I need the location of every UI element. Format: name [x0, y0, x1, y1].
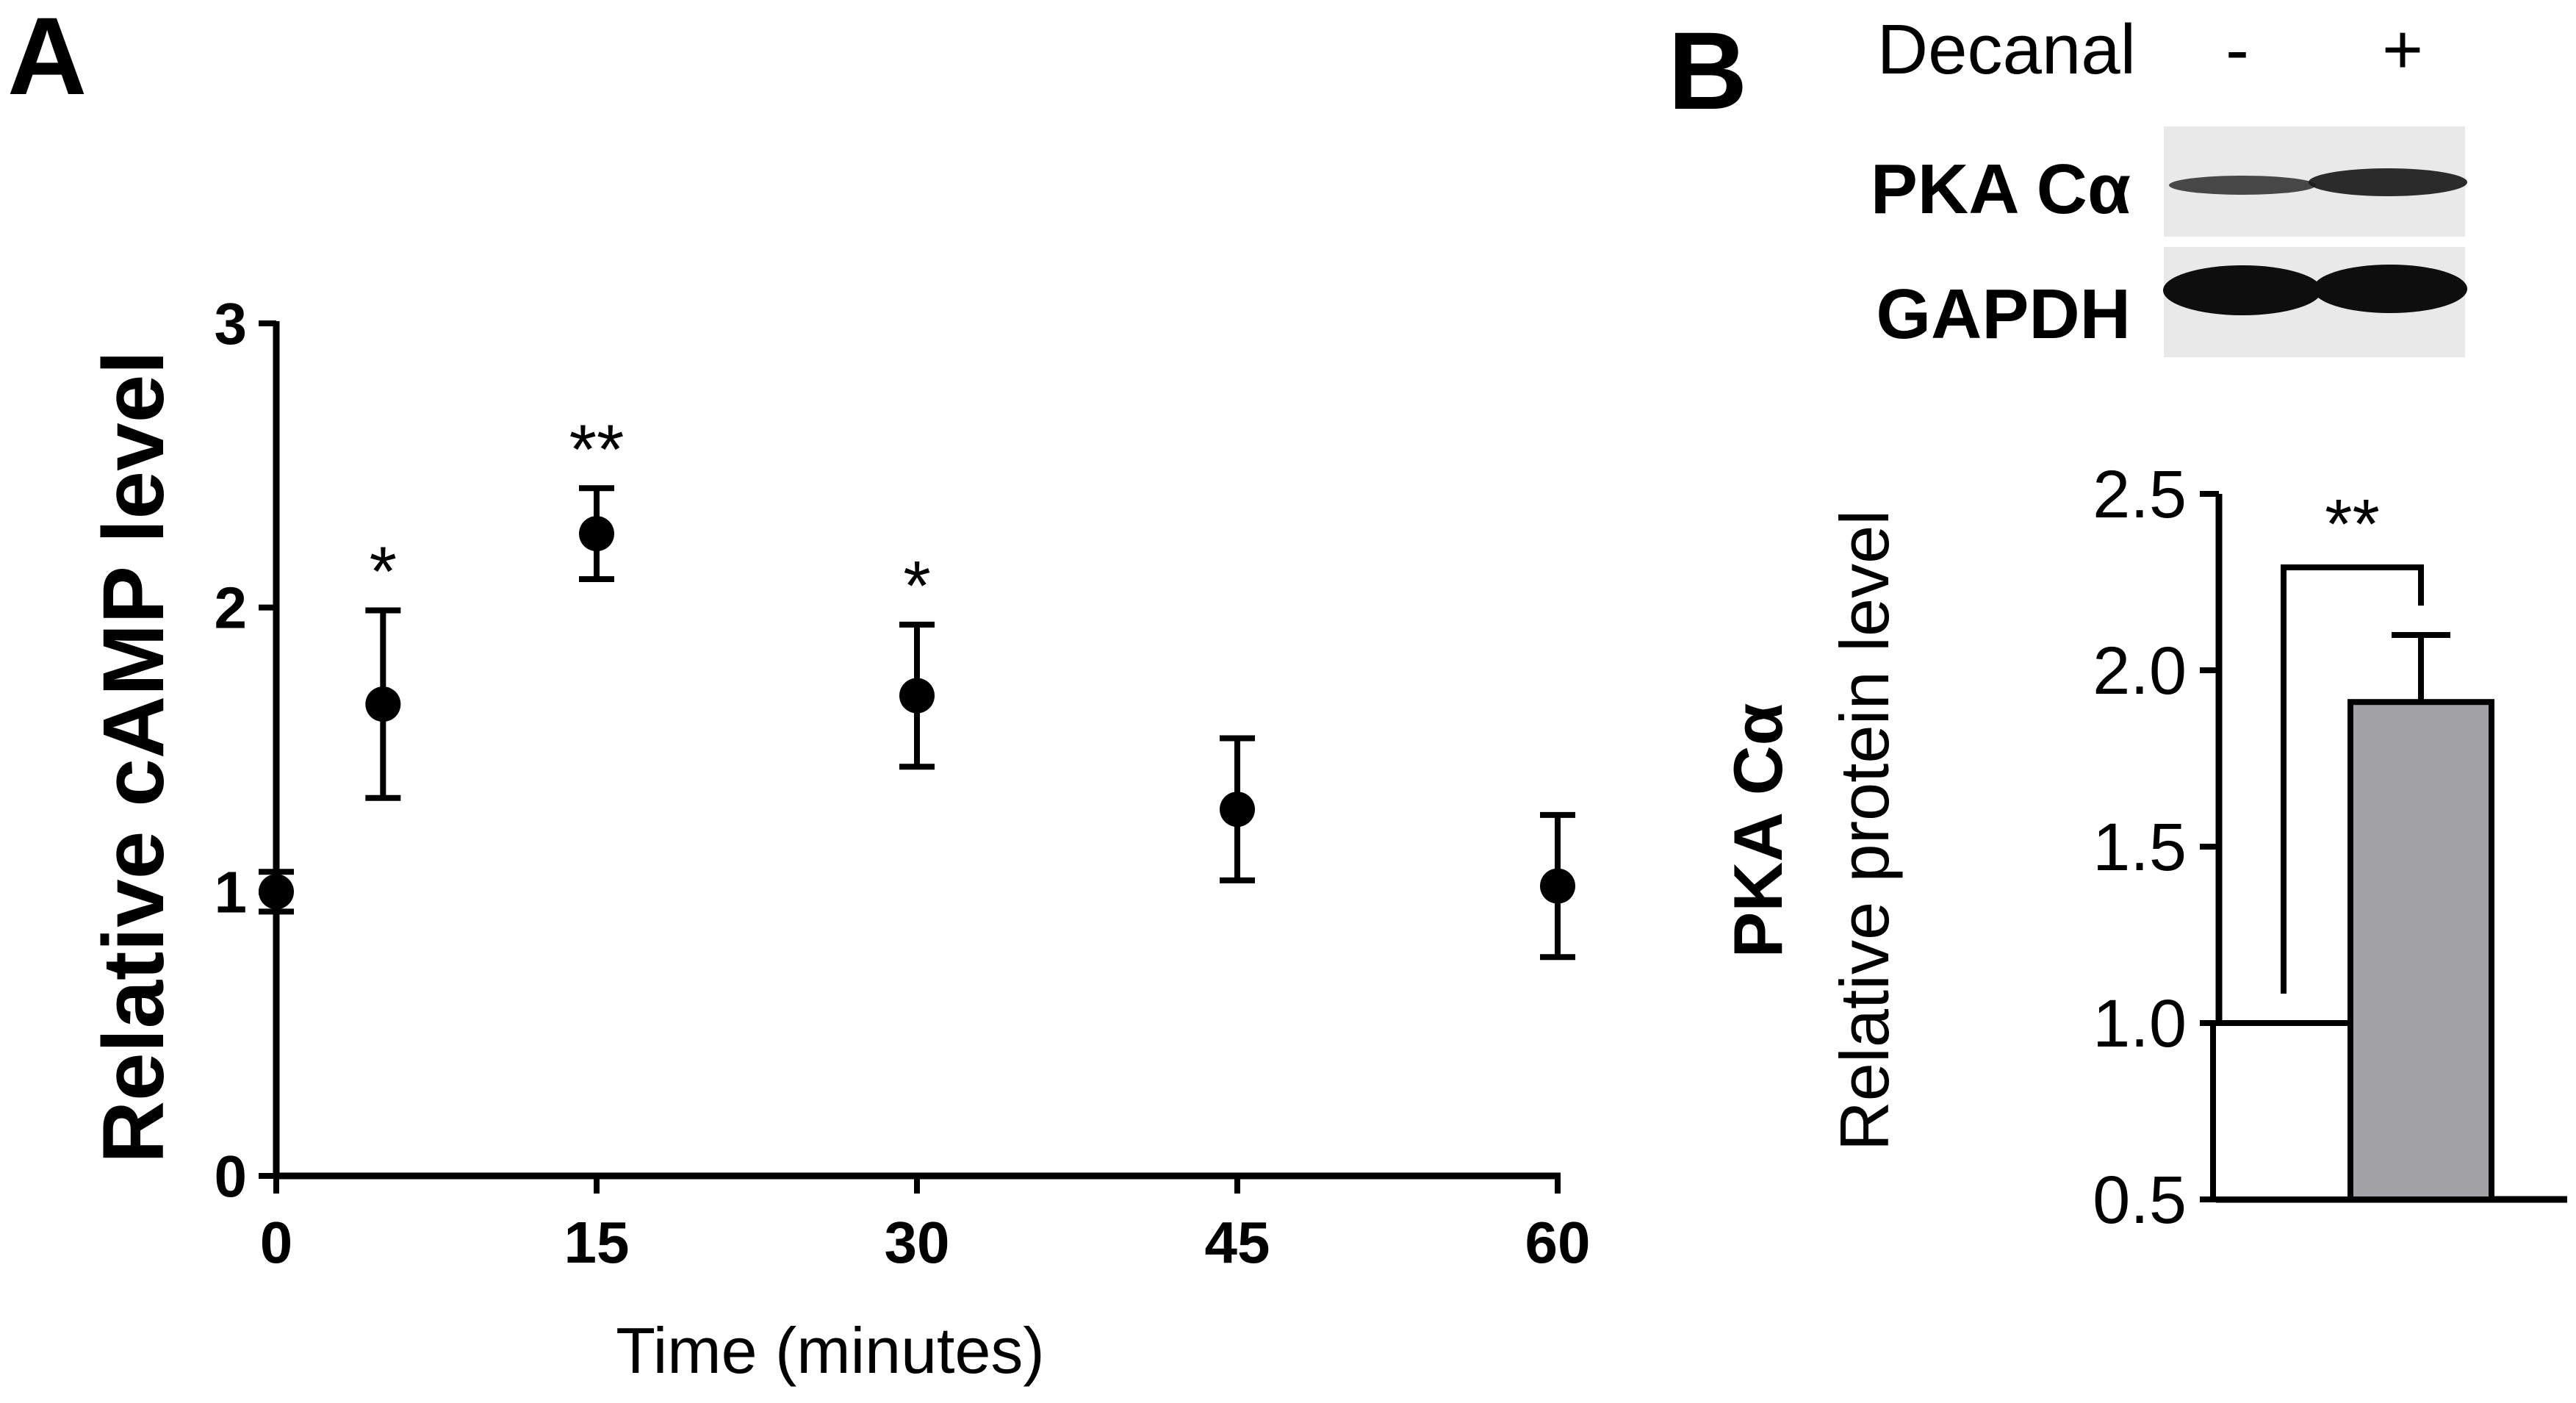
y-tick-label-b: 1.0	[2093, 986, 2187, 1061]
y-tick-label-a: 3	[215, 291, 248, 356]
y-axis-label-b-bold: PKA Cα	[1719, 703, 1796, 958]
data-point	[259, 874, 294, 910]
blot-row-gapdh: GAPDH	[1876, 275, 2131, 354]
panel-b-label: B	[1668, 9, 1747, 132]
protein-level-bar-chart: 0.5 1.0 1.5 2.0 2.5 ** Relative protein leve…	[1719, 457, 2567, 1238]
x-axis-label-a: Time (minutes)	[616, 1314, 1044, 1387]
data-point	[579, 516, 614, 552]
panel-a-label: A	[7, 0, 87, 118]
blot-lane-plus: +	[2382, 10, 2423, 89]
band-pka-control	[2169, 176, 2316, 195]
bar-control	[2210, 1020, 2357, 1202]
blot-row-pka: PKA Cα	[1871, 150, 2131, 229]
significance-marker: *	[903, 547, 930, 625]
y-axis-label-b: Relative protein level	[1826, 510, 1903, 1152]
bar-decanal	[2347, 699, 2494, 1202]
band-gapdh-control	[2163, 265, 2322, 315]
data-point	[1220, 792, 1255, 828]
data-point	[899, 678, 935, 714]
significance-bracket	[2281, 564, 2424, 994]
western-blot: Decanal - + PKA Cα GAPDH	[1871, 10, 2467, 357]
band-pka-decanal	[2309, 168, 2467, 196]
x-tick-label-a: 15	[564, 1210, 630, 1275]
data-point	[1540, 868, 1575, 904]
y-axis-label-a: Relative cAMP level	[85, 351, 182, 1163]
band-gapdh-decanal	[2313, 265, 2467, 313]
y-tick-label-a: 1	[215, 859, 248, 925]
bar-significance-marker: **	[2325, 485, 2380, 564]
y-tick-label-b: 0.5	[2093, 1163, 2187, 1238]
blot-condition-label: Decanal	[1877, 10, 2136, 89]
significance-marker: **	[569, 410, 625, 489]
x-tick-label-a: 0	[260, 1210, 293, 1275]
y-tick-label-a: 2	[215, 575, 248, 641]
y-tick-label-b: 2.5	[2093, 457, 2187, 532]
significance-marker: *	[370, 533, 397, 611]
y-tick-label-b: 2.0	[2093, 634, 2187, 708]
y-tick-label-a: 0	[215, 1144, 248, 1209]
y-tick-label-b: 1.5	[2093, 810, 2187, 885]
x-tick-label-a: 60	[1525, 1210, 1591, 1275]
x-tick-label-a: 45	[1205, 1210, 1270, 1275]
data-point	[365, 686, 401, 722]
x-tick-label-a: 30	[885, 1210, 950, 1275]
blot-lane-minus: -	[2226, 10, 2249, 89]
